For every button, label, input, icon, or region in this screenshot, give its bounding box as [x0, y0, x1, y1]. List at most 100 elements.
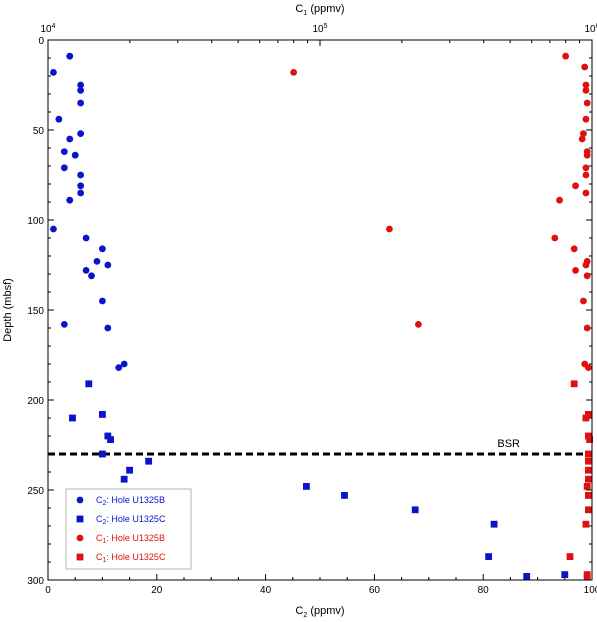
data-point [107, 436, 114, 443]
data-point [561, 571, 569, 578]
data-point [77, 81, 85, 89]
data-point [93, 258, 101, 265]
y-tick-label: 250 [27, 486, 44, 497]
x-bottom-tick-label: 20 [151, 585, 163, 596]
data-point [485, 553, 493, 560]
data-point [120, 475, 128, 483]
data-point [585, 432, 592, 440]
data-point [411, 506, 419, 514]
data-point [60, 164, 68, 172]
data-point [582, 115, 590, 123]
data-point [583, 272, 591, 280]
y-tick-label: 200 [27, 396, 44, 407]
data-point [88, 272, 95, 280]
x-bottom-tick-label: 60 [369, 585, 381, 596]
data-point [77, 171, 85, 179]
x-bottom-title-main: C [295, 605, 303, 617]
x-top-tick-label: 106 [584, 23, 597, 35]
data-point [290, 69, 298, 76]
y-tick-label: 50 [33, 126, 45, 137]
data-point [71, 151, 79, 159]
data-point [551, 234, 559, 242]
data-point [585, 411, 592, 418]
legend-marker [76, 496, 84, 504]
legend-marker [76, 515, 84, 523]
data-point [60, 148, 68, 156]
data-point [586, 436, 594, 443]
data-point [523, 573, 531, 580]
x-bottom-tick-label: 0 [45, 585, 51, 596]
data-point [581, 63, 589, 71]
data-point [583, 99, 591, 107]
bsr-line-group: BSR [48, 438, 592, 456]
y-tick-label: 100 [27, 216, 44, 227]
data-point [85, 380, 93, 388]
x-top-tick-label: 105 [312, 23, 327, 35]
data-point [99, 450, 106, 458]
data-point [578, 135, 586, 143]
x-top-axis-title: C1 (ppmv) [295, 3, 344, 17]
data-point [583, 151, 591, 159]
legend-label: C2: Hole U1325C [96, 514, 166, 526]
data-point [582, 87, 590, 94]
data-point [126, 466, 133, 474]
legend-label: C2: Hole U1325B [96, 495, 165, 507]
y-tick-label: 300 [27, 576, 44, 587]
legend-box [65, 488, 192, 570]
data-point [82, 234, 90, 242]
bsr-label: BSR [497, 438, 520, 450]
data-point [572, 182, 579, 190]
data-point [570, 245, 578, 253]
data-point [583, 324, 591, 332]
data-point [570, 380, 578, 388]
x-top-tick-label: 104 [40, 23, 55, 35]
data-point [66, 196, 74, 204]
series-3 [566, 380, 594, 580]
data-point [50, 225, 57, 233]
data-point [582, 171, 590, 179]
data-point [77, 130, 85, 138]
data-point [115, 364, 123, 371]
data-point [303, 483, 310, 490]
data-point [104, 261, 112, 269]
data-point [66, 52, 74, 60]
x-top-title-main: C [295, 3, 303, 15]
data-point [99, 297, 106, 305]
data-point [77, 87, 85, 94]
data-point [582, 81, 590, 89]
data-point [82, 267, 90, 274]
y-tick-label: 0 [38, 36, 44, 47]
series-1 [69, 380, 569, 580]
data-point [99, 411, 106, 418]
x-bottom-title-unit: (ppmv) [307, 605, 344, 617]
data-point [585, 492, 592, 499]
data-point [582, 189, 590, 197]
legend-label: C1: Hole U1325B [96, 533, 165, 545]
data-point [60, 321, 68, 328]
data-point [580, 297, 587, 305]
data-point [582, 164, 590, 172]
data-point [562, 52, 570, 60]
data-point [583, 483, 591, 490]
data-point [66, 135, 74, 143]
x-bottom-tick-label: 80 [478, 585, 490, 596]
data-point [585, 466, 592, 474]
data-point [585, 475, 592, 483]
data-point [572, 267, 579, 274]
x-bottom-title-sub: 2 [303, 612, 307, 619]
data-point [104, 324, 112, 332]
data-point [556, 196, 563, 204]
data-point [566, 553, 574, 560]
data-point [341, 492, 348, 499]
data-point [104, 432, 112, 440]
data-point [585, 364, 592, 371]
data-point [120, 360, 128, 368]
x-top-title-unit: (ppmv) [307, 3, 344, 15]
data-point [145, 457, 153, 465]
y-axis-title: Depth (mbsf) [2, 278, 14, 342]
legend-marker [76, 553, 84, 561]
data-point [99, 245, 106, 253]
data-point [585, 450, 592, 458]
data-points [50, 52, 594, 580]
